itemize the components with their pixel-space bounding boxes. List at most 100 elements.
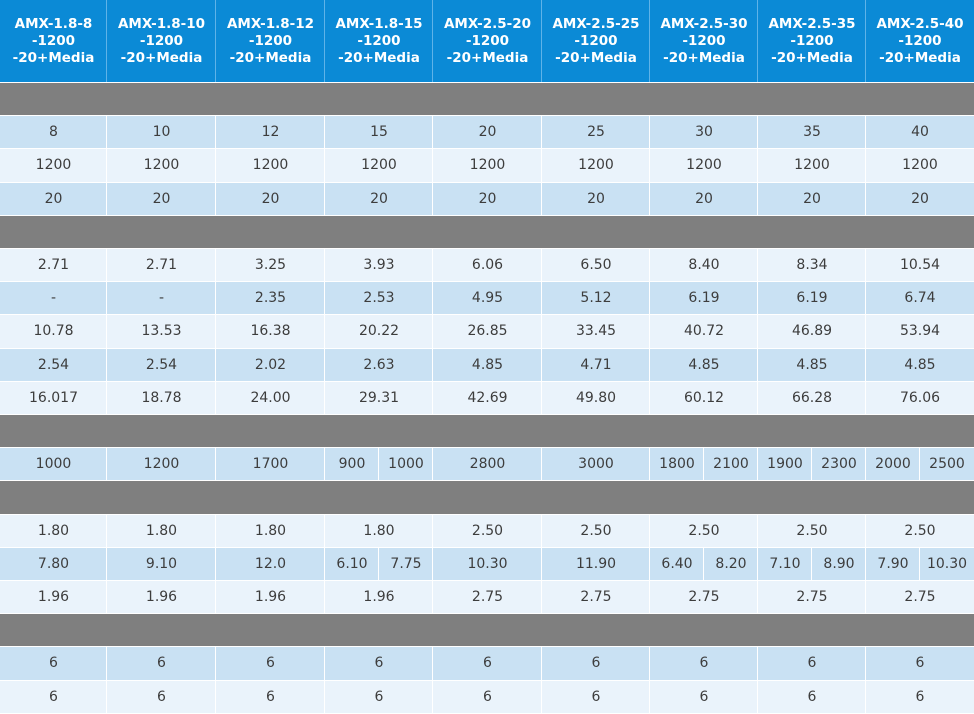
column-divider — [649, 581, 650, 614]
column-divider — [757, 647, 758, 680]
table-row: - - 2.35 2.53 4.95 5.12 6.19 6.19 6.74 — [0, 282, 974, 315]
table-cell: 8.34 — [796, 257, 828, 274]
table-cell: 1000 — [35, 456, 72, 473]
table-cell: 40 — [911, 124, 929, 141]
table-cell: 6.10 — [336, 555, 368, 572]
column-divider — [541, 315, 542, 348]
table-row: 6 6 6 6 6 6 6 6 6 — [0, 680, 974, 713]
column-divider — [324, 282, 325, 315]
table-cell: 20 — [803, 190, 821, 207]
column-divider — [106, 581, 107, 614]
table-cell: 2.50 — [904, 522, 936, 539]
table-cell: 42.69 — [467, 389, 508, 406]
table-cell: 1200 — [252, 157, 289, 174]
table-cell: 5.12 — [580, 290, 612, 307]
section-band — [0, 415, 974, 448]
table-cell: 10.30 — [467, 555, 508, 572]
column-divider — [432, 647, 433, 680]
column-divider — [432, 381, 433, 414]
column-divider — [432, 547, 433, 580]
table-cell: 29.31 — [358, 389, 400, 406]
header-cell: AMX-2.5-25 -1200 -20+Media — [552, 16, 640, 66]
column-divider — [324, 514, 325, 547]
column-divider — [432, 249, 433, 282]
column-divider — [865, 348, 866, 381]
column-divider — [865, 315, 866, 348]
table-cell: 2.71 — [145, 257, 178, 274]
column-divider — [215, 116, 216, 149]
table-cell: 4.85 — [688, 356, 720, 373]
table-cell: 76.06 — [899, 389, 941, 406]
column-divider — [106, 149, 107, 182]
table-cell: 16.017 — [29, 389, 78, 406]
table-cell: - — [50, 290, 57, 307]
table-cell: 1200 — [578, 157, 614, 174]
table-cell: 30 — [695, 124, 713, 141]
table-cell: 6 — [157, 655, 166, 672]
column-divider — [432, 315, 433, 348]
column-divider — [757, 249, 758, 282]
column-divider — [541, 448, 542, 481]
table-cell: 53.94 — [899, 323, 941, 340]
table-cell: 6 — [915, 655, 925, 672]
column-divider — [757, 381, 758, 414]
column-divider — [757, 448, 758, 481]
column-divider — [541, 680, 542, 713]
column-divider — [324, 647, 325, 680]
column-divider — [378, 547, 379, 580]
column-divider — [757, 182, 758, 215]
table-cell: 6 — [49, 655, 58, 672]
table-cell: 4.85 — [796, 356, 828, 373]
column-divider — [541, 182, 542, 215]
table-cell: 6 — [266, 688, 275, 705]
table-cell: 49.80 — [575, 389, 617, 406]
section-band — [0, 481, 974, 514]
header-row: AMX-1.8-8 -1200 -20+Media AMX-1.8-10 -120… — [0, 0, 974, 82]
column-divider — [757, 581, 758, 614]
column-divider — [757, 547, 758, 580]
table-cell: 6 — [591, 655, 601, 672]
table-cell: 2.35 — [254, 290, 287, 307]
column-divider — [649, 547, 650, 580]
table-cell: 6 — [699, 655, 709, 672]
column-divider — [649, 514, 650, 547]
table-cell: 2.50 — [796, 522, 828, 539]
column-divider — [757, 0, 758, 82]
table-row: 1.80 1.80 1.80 1.80 2.50 2.50 2.50 2.50 2.50 — [0, 514, 974, 547]
table-cell: 2.53 — [363, 290, 395, 307]
column-divider — [106, 547, 107, 580]
table-cell: 6.19 — [688, 290, 720, 307]
column-divider — [215, 547, 216, 580]
column-divider — [215, 514, 216, 547]
table-cell: 20 — [44, 190, 63, 207]
table-cell: 11.90 — [575, 555, 617, 572]
column-divider — [919, 547, 920, 580]
table-cell: 6 — [483, 655, 492, 672]
table-cell: 1200 — [902, 157, 938, 174]
column-divider — [324, 149, 325, 182]
table-cell: 1.80 — [37, 522, 70, 539]
table-cell: 2500 — [929, 456, 965, 473]
table-cell: 6.06 — [471, 257, 504, 274]
table-cell: 20 — [911, 190, 929, 207]
column-divider — [865, 514, 866, 547]
column-divider — [215, 581, 216, 614]
table-cell: 1800 — [659, 456, 695, 473]
column-divider — [215, 381, 216, 414]
table-cell: 13.53 — [141, 323, 182, 340]
header-cell: AMX-1.8-10 -1200 -20+Media — [117, 16, 206, 66]
table-cell: 20 — [152, 190, 171, 207]
table-cell: 2.75 — [796, 589, 828, 606]
column-divider — [215, 680, 216, 713]
column-divider — [432, 0, 433, 82]
table-cell: 1200 — [143, 456, 180, 473]
column-divider — [649, 680, 650, 713]
column-divider — [324, 547, 325, 580]
column-divider — [757, 514, 758, 547]
table-cell: 4.85 — [471, 356, 504, 373]
table-cell: 2.54 — [145, 356, 178, 373]
table-cell: 1200 — [469, 157, 506, 174]
table-cell: 24.00 — [250, 389, 291, 406]
table-row: 16.017 18.78 24.00 29.31 42.69 49.80 60.12 66.2… — [0, 381, 974, 414]
table-cell: 1.96 — [37, 589, 70, 606]
